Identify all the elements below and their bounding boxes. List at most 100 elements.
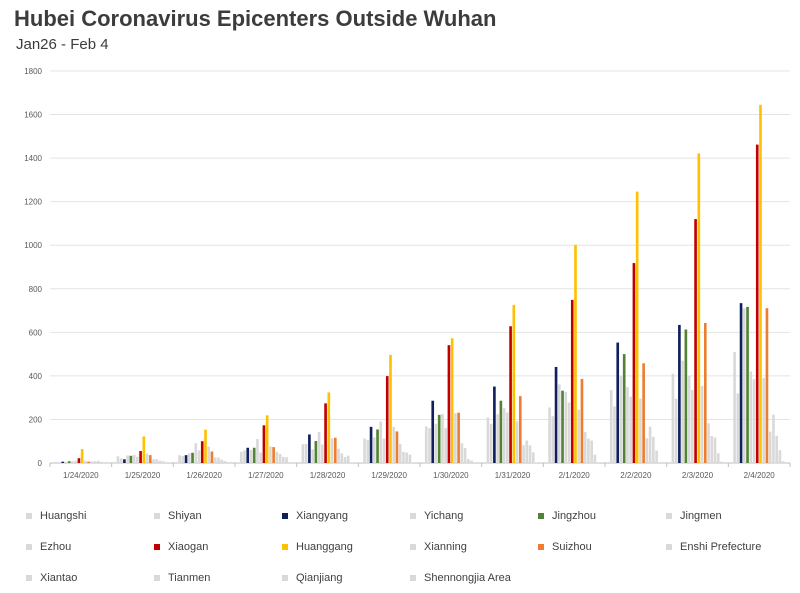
bar-xiangyang bbox=[308, 434, 311, 463]
y-tick-label: 800 bbox=[29, 285, 43, 294]
bar-shennongjia-area bbox=[659, 462, 662, 463]
bar-huangshi bbox=[363, 439, 366, 463]
bar-suizhou bbox=[704, 323, 707, 463]
bar-ezhou bbox=[506, 412, 509, 463]
legend-swatch bbox=[410, 513, 416, 519]
legend-swatch bbox=[410, 544, 416, 550]
bar-suizhou bbox=[272, 447, 275, 463]
x-tick-label: 1/31/2020 bbox=[495, 471, 531, 480]
bar-xiantao bbox=[279, 454, 282, 463]
bar-jingmen bbox=[688, 376, 691, 463]
bar-yichang bbox=[435, 424, 438, 463]
bar-suizhou bbox=[457, 413, 460, 463]
y-tick-label: 1800 bbox=[24, 67, 42, 76]
legend-swatch bbox=[282, 544, 288, 550]
bar-huangshi bbox=[487, 417, 490, 463]
bar-shiyan bbox=[490, 424, 493, 463]
legend-swatch bbox=[154, 513, 160, 519]
bar-jingzhou bbox=[68, 461, 71, 463]
legend-swatch bbox=[282, 513, 288, 519]
x-tick-label: 1/27/2020 bbox=[248, 471, 284, 480]
bar-tianmen bbox=[467, 459, 470, 463]
x-tick-label: 1/30/2020 bbox=[433, 471, 469, 480]
legend-item: Tianmen bbox=[148, 562, 276, 593]
bar-xiantao bbox=[155, 459, 158, 463]
bar-suizhou bbox=[519, 396, 522, 463]
legend-item: Xiangyang bbox=[276, 500, 404, 531]
bar-xianning bbox=[331, 438, 334, 463]
bar-shiyan bbox=[182, 456, 185, 463]
bar-jingmen bbox=[749, 372, 752, 463]
legend-label: Huangshi bbox=[40, 510, 86, 522]
bar-shiyan bbox=[552, 416, 555, 463]
legend-item: Shiyan bbox=[148, 500, 276, 531]
bar-huanggang bbox=[451, 338, 454, 463]
bar-xiaogan bbox=[448, 345, 451, 463]
legend-label: Jingzhou bbox=[552, 510, 596, 522]
bar-shennongjia-area bbox=[720, 462, 723, 463]
legend-item: Shennongjia Area bbox=[404, 562, 532, 593]
y-tick-label: 0 bbox=[38, 459, 43, 468]
bar-xiangyang bbox=[185, 455, 188, 463]
bar-xiantao bbox=[710, 436, 713, 463]
bar-tianmen bbox=[529, 445, 532, 463]
bar-xiaogan bbox=[386, 376, 389, 463]
bar-jingmen bbox=[256, 439, 259, 463]
bar-enshi-prefecture bbox=[337, 449, 340, 463]
bar-xiangyang bbox=[431, 401, 434, 463]
bar-shiyan bbox=[58, 462, 61, 463]
bar-suizhou bbox=[334, 438, 337, 463]
bar-xiantao bbox=[402, 452, 405, 463]
bar-huanggang bbox=[389, 355, 392, 463]
legend-item: Qianjiang bbox=[276, 562, 404, 593]
bar-qianjiang bbox=[779, 450, 782, 463]
legend-item: Yichang bbox=[404, 500, 532, 531]
bar-xiangyang bbox=[493, 387, 496, 463]
bar-xiangyang bbox=[246, 448, 249, 463]
legend-swatch bbox=[538, 513, 544, 519]
bar-yichang bbox=[311, 449, 314, 463]
bar-enshi-prefecture bbox=[399, 444, 402, 463]
bar-shiyan bbox=[675, 399, 678, 463]
bar-qianjiang bbox=[162, 461, 165, 463]
bar-yichang bbox=[250, 450, 253, 463]
bar-tianmen bbox=[159, 461, 162, 463]
bar-huangshi bbox=[425, 426, 428, 463]
bar-jingmen bbox=[133, 455, 136, 463]
bar-qianjiang bbox=[224, 461, 227, 463]
bar-xianning bbox=[146, 454, 149, 463]
bar-xianning bbox=[516, 421, 519, 463]
bar-qianjiang bbox=[594, 455, 597, 463]
bar-xiangyang bbox=[61, 462, 64, 463]
bar-shiyan bbox=[737, 393, 740, 463]
bar-jingzhou bbox=[253, 448, 256, 463]
legend-swatch bbox=[666, 513, 672, 519]
bar-xiantao bbox=[649, 427, 652, 463]
bar-enshi-prefecture bbox=[769, 432, 772, 463]
bar-ezhou bbox=[198, 450, 201, 463]
legend-item: Jingzhou bbox=[532, 500, 660, 531]
bar-xiaogan bbox=[201, 441, 204, 463]
bar-yichang bbox=[620, 376, 623, 463]
legend-item: Huanggang bbox=[276, 531, 404, 562]
bar-jingzhou bbox=[561, 391, 564, 463]
bar-qianjiang bbox=[347, 456, 350, 463]
bar-ezhou bbox=[321, 444, 324, 463]
legend-swatch bbox=[26, 575, 32, 581]
x-tick-label: 2/4/2020 bbox=[744, 471, 776, 480]
legend-label: Enshi Prefecture bbox=[680, 541, 761, 553]
bar-xiantao bbox=[772, 415, 775, 463]
bar-jingmen bbox=[626, 387, 629, 463]
x-tick-label: 2/1/2020 bbox=[559, 471, 591, 480]
bar-xiangyang bbox=[555, 367, 558, 463]
legend-item: Xiantao bbox=[20, 562, 148, 593]
bar-suizhou bbox=[396, 431, 399, 463]
legend-swatch bbox=[666, 544, 672, 550]
legend-item: Xiaogan bbox=[148, 531, 276, 562]
legend-swatch bbox=[410, 575, 416, 581]
legend-label: Xianning bbox=[424, 541, 467, 553]
bar-xiaogan bbox=[139, 451, 142, 463]
bar-enshi-prefecture bbox=[584, 432, 587, 463]
legend-label: Shennongjia Area bbox=[424, 572, 511, 584]
